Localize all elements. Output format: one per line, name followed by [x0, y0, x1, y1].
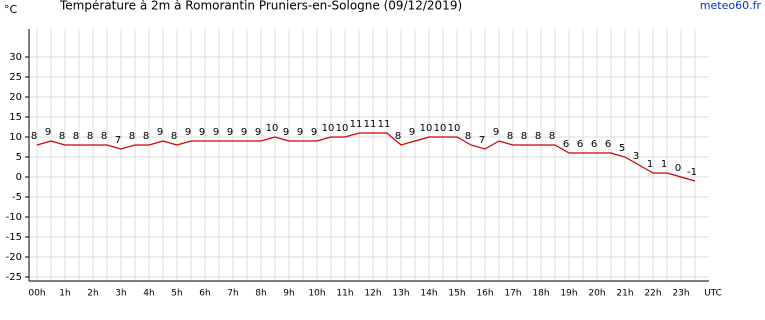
x-tick-label: 14h: [420, 289, 437, 299]
x-tick-label: 00h: [28, 289, 45, 299]
x-tick-label: 10h: [308, 289, 325, 299]
data-label: 8: [73, 131, 79, 142]
y-tick-label: -5: [12, 192, 22, 203]
data-label: 1: [647, 159, 653, 170]
y-tick-label: 30: [9, 52, 22, 63]
data-label: 8: [171, 131, 177, 142]
x-tick-label: 8h: [255, 289, 266, 299]
data-label: 9: [213, 127, 219, 138]
x-unit: UTC: [704, 289, 722, 299]
data-label: 9: [185, 127, 191, 138]
data-label: 8: [465, 131, 471, 142]
data-label: 9: [493, 127, 499, 138]
x-tick-label: 5h: [171, 289, 182, 299]
data-label: 9: [227, 127, 233, 138]
y-tick-label: -20: [6, 252, 22, 263]
x-tick-label: 16h: [476, 289, 493, 299]
y-tick-label: 0: [16, 172, 22, 183]
data-label: 8: [31, 131, 37, 142]
line: [36, 132, 696, 182]
x-tick-label: 11h: [336, 289, 353, 299]
data-label: 6: [563, 139, 569, 150]
x-tick-label: 7h: [227, 289, 238, 299]
x-tick-label: 2h: [87, 289, 98, 299]
x-tick-label: 18h: [532, 289, 549, 299]
data-label: 10: [448, 123, 461, 134]
x-tick-label: 13h: [392, 289, 409, 299]
data-label: 10: [322, 123, 335, 134]
data-label: 3: [633, 151, 639, 162]
y-tick-label: 25: [9, 72, 22, 83]
x-tick-label: 4h: [143, 289, 154, 299]
x-tick-label: 19h: [560, 289, 577, 299]
x-tick-label: 22h: [644, 289, 661, 299]
data-label: 11: [364, 119, 377, 130]
data-label: 10: [434, 123, 447, 134]
data-label: 7: [115, 135, 121, 146]
x-tick-label: 9h: [283, 289, 294, 299]
x-tick-label: 23h: [672, 289, 689, 299]
x-tick-label: 3h: [115, 289, 126, 299]
data-label: 9: [241, 127, 247, 138]
data-label: 8: [129, 131, 135, 142]
y-tick-label: -10: [6, 212, 22, 223]
x-tick-label: 6h: [199, 289, 210, 299]
data-label: 10: [336, 123, 349, 134]
x-tick-label: 17h: [504, 289, 521, 299]
data-label: 9: [311, 127, 317, 138]
data-label: 8: [59, 131, 65, 142]
data-label: 8: [521, 131, 527, 142]
data-label: 9: [255, 127, 261, 138]
y-tick-label: 5: [16, 152, 22, 163]
data-label: 9: [157, 127, 163, 138]
chart-title: Température à 2m à Romorantin Pruniers-e…: [59, 0, 462, 13]
data-label: 9: [297, 127, 303, 138]
source-link[interactable]: meteo60.fr: [700, 0, 762, 12]
data-label: 6: [577, 139, 583, 150]
data-label: 6: [591, 139, 597, 150]
y-tick-label: -25: [6, 272, 22, 283]
data-label: 11: [378, 119, 391, 130]
y-unit: °C: [4, 3, 18, 16]
data-label: 8: [549, 131, 555, 142]
data-label: 9: [199, 127, 205, 138]
y-tick-label: 10: [9, 132, 22, 143]
data-label: 10: [266, 123, 279, 134]
x-tick-label: 15h: [448, 289, 465, 299]
data-label: -1: [687, 167, 697, 178]
data-label: 8: [395, 131, 401, 142]
data-label: 6: [605, 139, 611, 150]
data-label: 8: [507, 131, 513, 142]
x-tick-label: 20h: [588, 289, 605, 299]
data-label: 11: [350, 119, 363, 130]
data-label: 8: [101, 131, 107, 142]
data-label: 7: [479, 135, 485, 146]
data-label: 8: [87, 131, 93, 142]
data-label: 10: [420, 123, 433, 134]
x-tick-label: 1h: [59, 289, 70, 299]
data-label: 9: [409, 127, 415, 138]
data-label: 9: [283, 127, 289, 138]
y-tick-label: 20: [9, 92, 22, 103]
data-label: 5: [619, 143, 625, 154]
y-tick-label: 15: [9, 112, 22, 123]
data-label: 8: [143, 131, 149, 142]
data-label: 9: [45, 127, 51, 138]
data-label: 0: [675, 163, 681, 174]
y-tick-label: -15: [6, 232, 22, 243]
data-label: 1: [661, 159, 667, 170]
x-tick-label: 21h: [616, 289, 633, 299]
data-label: 8: [535, 131, 541, 142]
x-tick-label: 12h: [364, 289, 381, 299]
